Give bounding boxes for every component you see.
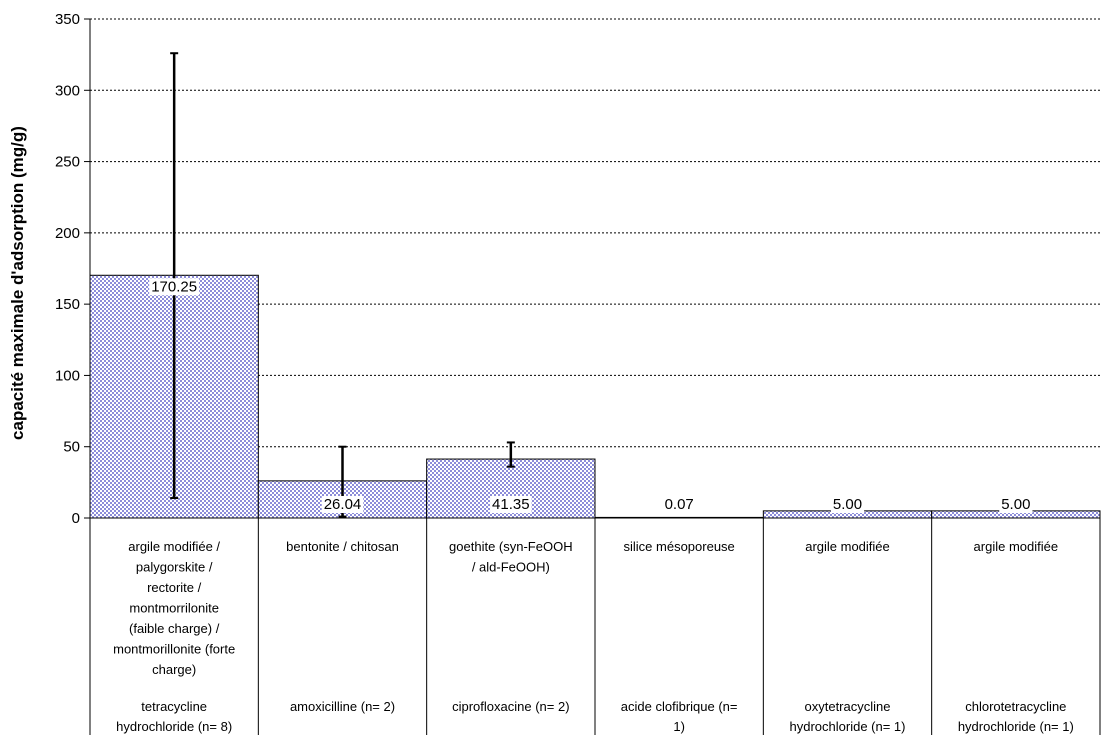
category-label-adsorbent: rectorite / xyxy=(147,580,202,595)
axes-group: 0 50 100 150 200 250 300 350 xyxy=(55,11,1100,527)
data-label: 170.25 xyxy=(151,278,197,295)
category-label-compound: chlorotetracycline xyxy=(965,699,1066,714)
y-tick-label: 100 xyxy=(55,367,80,384)
y-tick-label: 0 xyxy=(72,510,80,527)
data-label: 5.00 xyxy=(833,496,862,513)
data-label-background xyxy=(490,496,532,513)
data-label-background xyxy=(321,496,364,513)
category-label-compound: hydrochloride (n= 1) xyxy=(958,719,1074,734)
category-labels-group: argile modifiée / palygorskite / rectorite… xyxy=(89,518,1101,735)
data-label: 0.07 xyxy=(665,496,694,513)
category-label-adsorbent: argile modifiée / xyxy=(128,539,220,554)
category-label-adsorbent: argile modifiée xyxy=(974,539,1059,554)
y-tick-label: 350 xyxy=(55,11,80,28)
data-label-background xyxy=(830,496,865,513)
data-labels-group: 170.25 26.04 41.35 0.07 5.00 5.00 xyxy=(149,278,1033,513)
category-label-adsorbent: bentonite / chitosan xyxy=(286,539,399,554)
category-label-adsorbent: silice mésoporeuse xyxy=(624,539,735,554)
category-label-compound: acide clofibrique (n= xyxy=(621,699,738,714)
data-label-background xyxy=(999,496,1033,513)
y-tick-label: 300 xyxy=(55,82,80,99)
category-label-adsorbent: (faible charge) / xyxy=(129,621,220,636)
y-tick-label: 200 xyxy=(55,225,80,242)
category-label-adsorbent: palygorskite / xyxy=(136,560,213,575)
data-label: 26.04 xyxy=(324,496,362,513)
category-label-compound: hydrochloride (n= 8) xyxy=(116,719,232,734)
category-label-adsorbent: argile modifiée xyxy=(805,539,890,554)
category-label-adsorbent: montmorrilonite xyxy=(129,601,219,616)
category-label-compound: 1) xyxy=(673,719,685,734)
y-tick-label: 150 xyxy=(55,296,80,313)
y-tick-label: 50 xyxy=(63,439,80,456)
category-label-adsorbent: montmorillonite (forte xyxy=(113,642,235,657)
y-tick-label: 250 xyxy=(55,154,80,171)
category-label-compound: oxytetracycline xyxy=(805,699,891,714)
data-label-background xyxy=(149,278,200,296)
category-label-compound: hydrochloride (n= 1) xyxy=(790,719,906,734)
category-label-compound: amoxicilline (n= 2) xyxy=(290,699,395,714)
bars-group xyxy=(89,274,1101,519)
data-label: 5.00 xyxy=(1001,496,1030,513)
data-label: 41.35 xyxy=(492,496,530,513)
y-axis-label: capacité maximale d'adsorption (mg/g) xyxy=(8,126,27,440)
data-label-background xyxy=(662,496,696,513)
category-label-adsorbent: goethite (syn-FeOOH xyxy=(449,539,573,554)
category-label-adsorbent: charge) xyxy=(152,662,196,677)
category-label-compound: tetracycline xyxy=(141,699,207,714)
category-label-compound: ciprofloxacine (n= 2) xyxy=(452,699,569,714)
category-label-adsorbent: / ald-FeOOH) xyxy=(472,560,550,575)
